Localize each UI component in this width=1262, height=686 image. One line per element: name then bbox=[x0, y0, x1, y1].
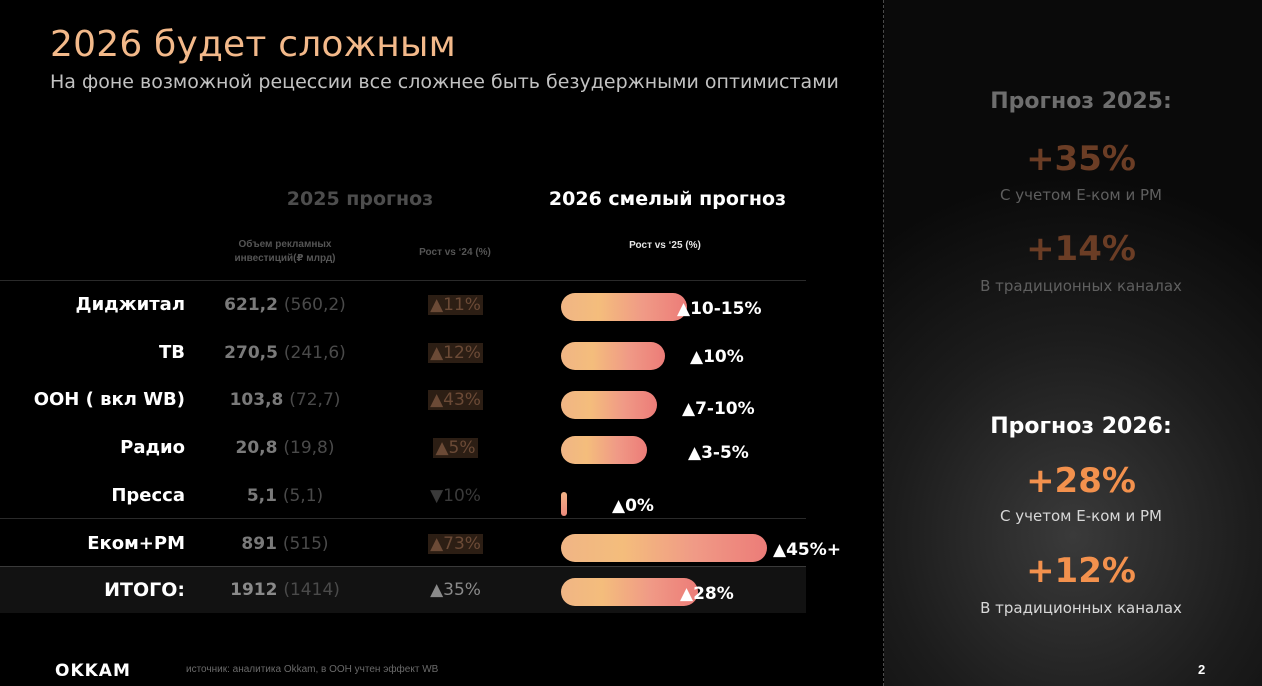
row-label: Радио bbox=[120, 437, 185, 458]
row-growth-2026: ▲7-10% bbox=[682, 399, 755, 419]
row-growth-2026: ▲3-5% bbox=[688, 443, 749, 463]
forecast-2025-trad-note: В традиционных каналах bbox=[980, 277, 1182, 295]
header-2026-forecast: 2026 смелый прогноз bbox=[548, 188, 787, 210]
row-growth-2025: ▲12% bbox=[428, 343, 483, 363]
row-volume: 5,1 (5,1) bbox=[246, 486, 324, 506]
row-growth-2025: ▲11% bbox=[428, 295, 483, 315]
page-subtitle: На фоне возможной рецессии все сложнее б… bbox=[50, 71, 839, 93]
row-growth-2026: ▲45%+ bbox=[773, 540, 842, 560]
page-number: 2 bbox=[1198, 662, 1206, 677]
row-label: ООН ( вкл WB) bbox=[33, 389, 185, 410]
column-header-growth-2025: Рост vs ‘24 (%) bbox=[419, 247, 491, 258]
row-label: ТВ bbox=[159, 342, 185, 363]
forecast-2025-trad: +14% bbox=[1026, 229, 1136, 269]
totals-volume: 1912 (1414) bbox=[230, 580, 340, 600]
growth-bar bbox=[561, 534, 767, 562]
table-divider-ecom bbox=[0, 518, 806, 519]
row-growth-2026: ▲10-15% bbox=[677, 299, 762, 319]
okkam-logo: OKKAM bbox=[55, 661, 131, 681]
forecast-2026-title: Прогноз 2026: bbox=[990, 414, 1172, 439]
row-growth-2025: ▲5% bbox=[433, 438, 478, 458]
panel-divider bbox=[883, 0, 884, 686]
totals-divider bbox=[0, 566, 806, 567]
row-growth-2025: ▼10% bbox=[430, 486, 481, 506]
row-growth-2026: ▲10% bbox=[690, 347, 744, 367]
growth-bar bbox=[561, 391, 657, 419]
forecast-2026-total: +28% bbox=[1026, 461, 1136, 501]
totals-growth-2025: ▲35% bbox=[430, 580, 481, 600]
forecast-2026-trad: +12% bbox=[1026, 551, 1136, 591]
forecast-2025-title: Прогноз 2025: bbox=[990, 89, 1172, 114]
source-note: источник: аналитика Okkam, в ООН учтен э… bbox=[186, 664, 439, 675]
column-header-volume: Объем рекламных инвестиций(₽ млрд) bbox=[234, 239, 336, 264]
row-label: Еком+РМ bbox=[87, 533, 185, 554]
row-label: Диджитал bbox=[75, 294, 185, 315]
growth-bar bbox=[561, 342, 665, 370]
column-header-growth-2026: Рост vs ‘25 (%) bbox=[629, 240, 701, 251]
row-volume: 103,8 (72,7) bbox=[229, 390, 341, 410]
row-growth-2026: ▲0% bbox=[612, 496, 654, 516]
growth-bar bbox=[561, 436, 647, 464]
row-volume: 270,5 (241,6) bbox=[224, 343, 346, 363]
row-growth-2025: ▲43% bbox=[428, 390, 483, 410]
row-volume: 891 (515) bbox=[241, 534, 329, 554]
row-growth-2025: ▲73% bbox=[428, 534, 483, 554]
row-volume: 621,2 (560,2) bbox=[224, 295, 346, 315]
totals-growth-2026: ▲28% bbox=[680, 584, 734, 604]
growth-bar bbox=[561, 578, 698, 606]
header-2025-forecast: 2025 прогноз bbox=[286, 188, 434, 210]
forecast-2026-total-note: С учетом Е-ком и РМ bbox=[1000, 507, 1162, 525]
forecast-panel bbox=[884, 0, 1262, 686]
growth-bar bbox=[561, 492, 567, 516]
forecast-2025-total: +35% bbox=[1026, 139, 1136, 179]
growth-bar bbox=[561, 293, 687, 321]
forecast-2026-trad-note: В традиционных каналах bbox=[980, 599, 1182, 617]
row-volume: 20,8 (19,8) bbox=[235, 438, 335, 458]
forecast-2025-total-note: С учетом Е-ком и РМ bbox=[1000, 186, 1162, 204]
table-divider-top bbox=[0, 280, 806, 281]
totals-label: ИТОГО: bbox=[104, 579, 185, 601]
row-label: Пресса bbox=[111, 485, 185, 506]
page-title: 2026 будет сложным bbox=[50, 24, 456, 65]
